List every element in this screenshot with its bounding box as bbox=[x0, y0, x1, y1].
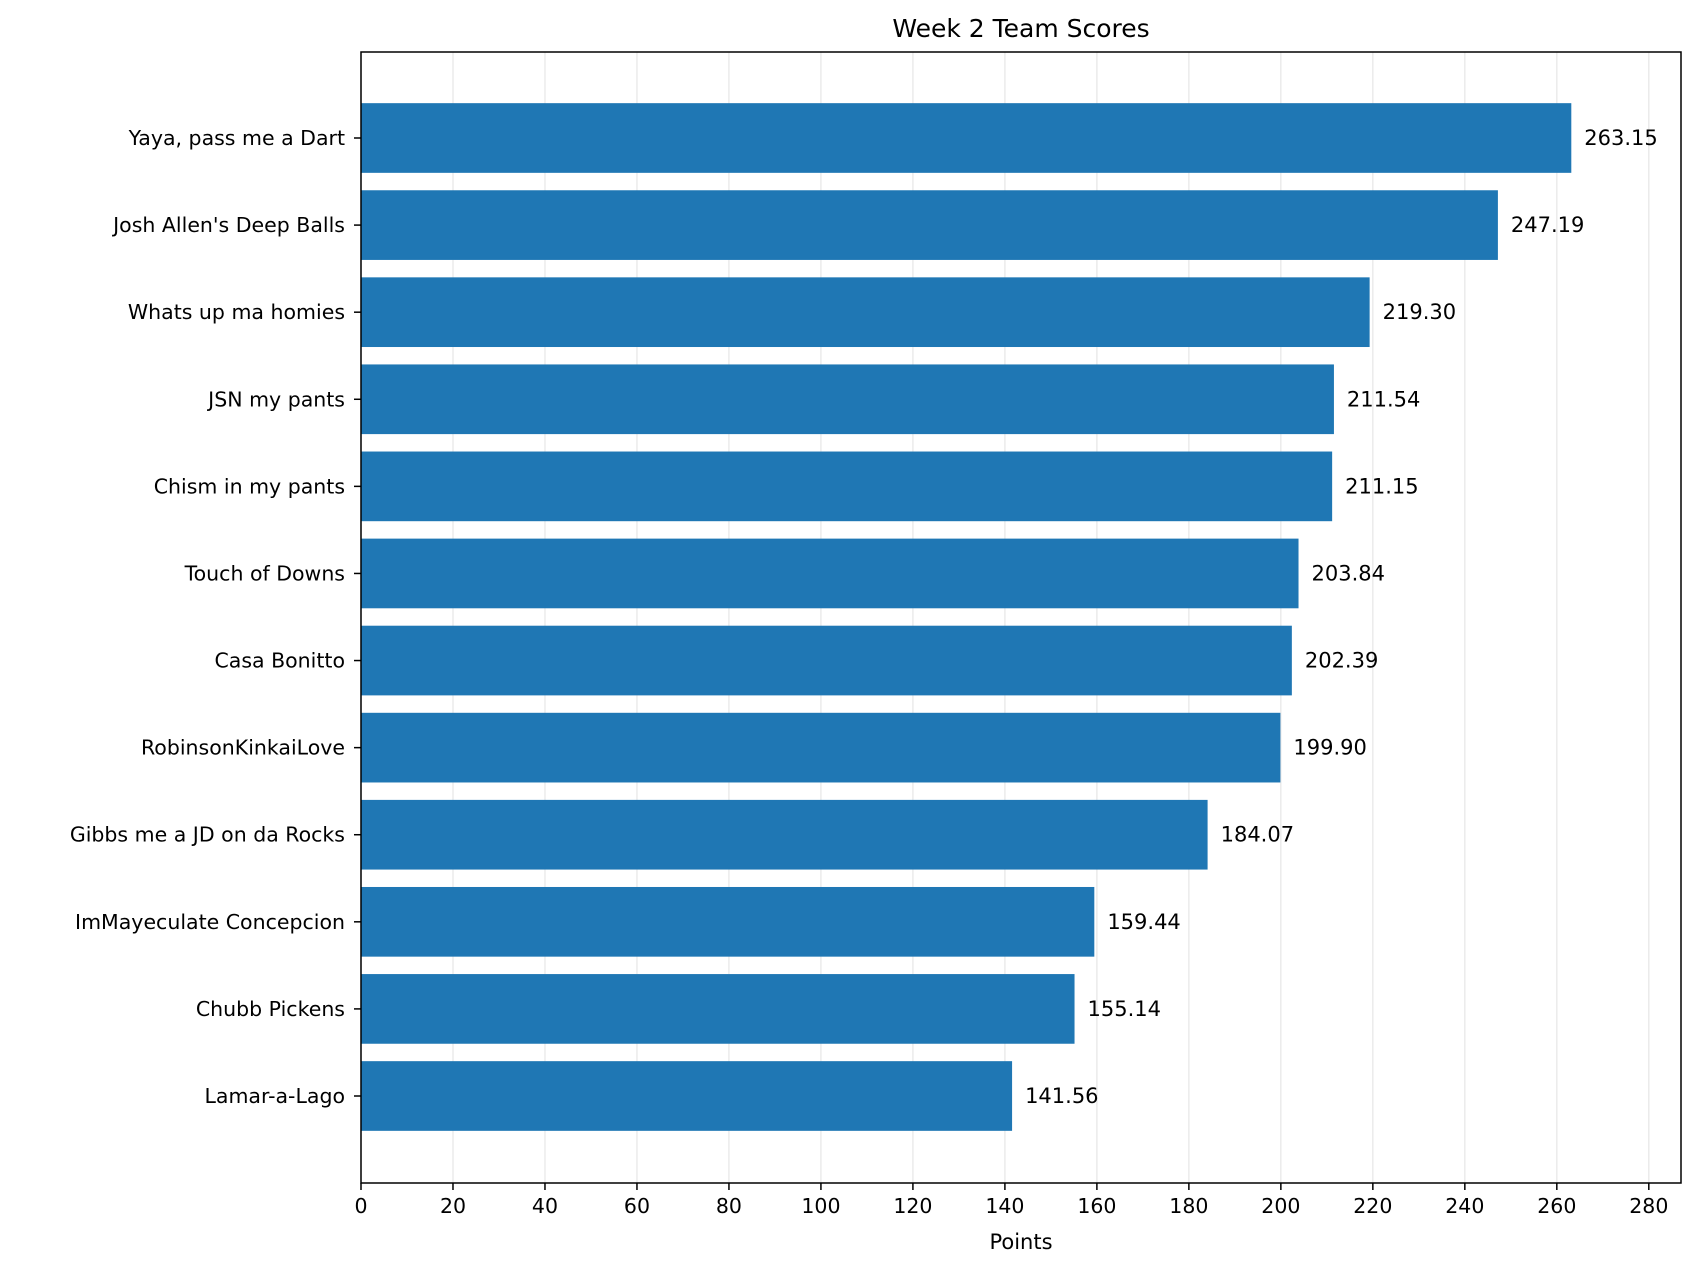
bar-value-label: 159.44 bbox=[1107, 910, 1180, 934]
bar-value-label: 155.14 bbox=[1088, 997, 1161, 1021]
x-tick-label: 240 bbox=[1445, 1194, 1484, 1218]
bar-value-label: 203.84 bbox=[1312, 561, 1385, 585]
x-tick-label: 20 bbox=[440, 1194, 466, 1218]
y-axis-ticks: Yaya, pass me a Dart Josh Allen's Deep Ba… bbox=[70, 126, 361, 1108]
bar-value-label: 263.15 bbox=[1584, 126, 1657, 150]
y-tick-label: Chubb Pickens bbox=[196, 997, 345, 1021]
y-tick-label: Whats up ma homies bbox=[128, 300, 345, 324]
bar bbox=[361, 799, 1208, 870]
bar bbox=[361, 1061, 1013, 1131]
bar bbox=[361, 451, 1333, 522]
bar bbox=[361, 190, 1498, 260]
bar-value-label: 199.90 bbox=[1293, 736, 1366, 760]
bar-value-label: 202.39 bbox=[1305, 649, 1378, 673]
bar-value-label: 184.07 bbox=[1221, 823, 1294, 847]
y-tick-label: Touch of Downs bbox=[184, 561, 345, 585]
chart-title: Week 2 Team Scores bbox=[892, 14, 1149, 43]
y-tick-label: Casa Bonitto bbox=[214, 649, 345, 673]
y-tick-label: Josh Allen's Deep Balls bbox=[111, 213, 345, 237]
bar-value-label: 211.54 bbox=[1347, 387, 1420, 411]
y-tick-label: Chism in my pants bbox=[154, 474, 345, 498]
x-axis-label: Points bbox=[989, 1230, 1052, 1254]
bar bbox=[361, 974, 1075, 1044]
x-tick-label: 180 bbox=[1169, 1194, 1208, 1218]
x-tick-label: 280 bbox=[1629, 1194, 1668, 1218]
x-tick-label: 120 bbox=[893, 1194, 932, 1218]
bars bbox=[361, 103, 1572, 1131]
y-tick-label: ImMayeculate Concepcion bbox=[75, 910, 345, 934]
y-tick-label: RobinsonKinkaiLove bbox=[141, 736, 345, 760]
plot-frame bbox=[360, 51, 1682, 1184]
bar-value-label: 211.15 bbox=[1345, 474, 1418, 498]
x-tick-label: 0 bbox=[354, 1194, 367, 1218]
x-tick-label: 220 bbox=[1353, 1194, 1392, 1218]
x-tick-label: 60 bbox=[624, 1194, 650, 1218]
y-tick-label: JSN my pants bbox=[206, 387, 345, 411]
y-tick-label: Lamar-a-Lago bbox=[204, 1084, 345, 1108]
x-tick-label: 260 bbox=[1537, 1194, 1576, 1218]
x-tick-label: 100 bbox=[801, 1194, 840, 1218]
x-tick-label: 80 bbox=[716, 1194, 742, 1218]
x-tick-label: 40 bbox=[532, 1194, 558, 1218]
bar bbox=[361, 886, 1095, 957]
value-labels: 263.15 247.19 219.30 211.54 211.15 203.84 202.… bbox=[1025, 126, 1658, 1108]
bar bbox=[361, 364, 1334, 435]
x-tick-label: 160 bbox=[1077, 1194, 1116, 1218]
bar bbox=[361, 277, 1370, 348]
x-axis-ticks: 0 20 40 60 80 100 120 140 160 180 200 220 240 260 280 bbox=[354, 1183, 1668, 1218]
bar bbox=[361, 712, 1281, 783]
y-tick-label: Yaya, pass me a Dart bbox=[128, 126, 345, 150]
bar-value-label: 141.56 bbox=[1025, 1084, 1098, 1108]
bar bbox=[361, 103, 1572, 173]
y-tick-label: Gibbs me a JD on da Rocks bbox=[70, 823, 345, 847]
bar-value-label: 219.30 bbox=[1383, 300, 1456, 324]
bar bbox=[361, 538, 1299, 609]
x-tick-label: 140 bbox=[985, 1194, 1024, 1218]
bar bbox=[361, 625, 1292, 696]
bar-value-label: 247.19 bbox=[1511, 213, 1584, 237]
x-tick-label: 200 bbox=[1261, 1194, 1300, 1218]
